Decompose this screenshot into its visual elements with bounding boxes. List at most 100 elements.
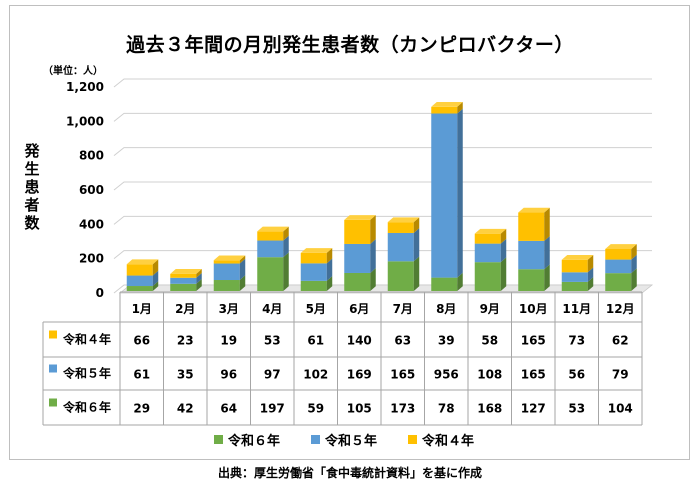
legend-key-令和４年: [408, 435, 417, 444]
bar-top-6月: [344, 215, 376, 220]
bar-top-1月: [126, 259, 159, 265]
bar-side-令和４年-9月: [500, 228, 507, 244]
bar-side-令和４年-3月: [239, 255, 246, 264]
bar-令和５年-7月: [387, 232, 414, 262]
bar-令和５年-12月: [605, 259, 632, 274]
bar-top-3月: [213, 255, 246, 261]
table-row-label-令和６年: 令和６年: [62, 400, 111, 415]
table-cell-令和４年-2月: 23: [177, 334, 194, 348]
bar-side-令和５年-4月: [283, 235, 289, 258]
table-cell-令和６年-12月: 104: [608, 402, 633, 416]
bar-side-令和５年-12月: [631, 254, 637, 274]
table-cell-令和５年-9月: 108: [477, 368, 502, 382]
bar-side-令和５年-1月: [152, 270, 159, 287]
bar-top-11月: [561, 254, 594, 260]
x-tick-label-12月: 12月: [606, 302, 635, 316]
y-tick-label-5: 1,000: [66, 114, 104, 128]
table-cell-令和５年-7月: 165: [390, 368, 415, 382]
table-row-label-令和５年: 令和５年: [62, 366, 111, 381]
table-cell-令和４年-10月: 165: [521, 334, 546, 348]
table-cell-令和５年-10月: 165: [521, 368, 546, 382]
legend-key-令和５年: [311, 435, 320, 444]
bar-令和６年-1月: [126, 286, 153, 291]
table-cell-令和５年-12月: 79: [612, 368, 629, 382]
table-cell-令和６年-5月: 59: [307, 402, 324, 416]
bar-side-令和６年-4月: [283, 252, 289, 291]
y-tick-label-3: 600: [79, 183, 104, 197]
table-cell-令和６年-7月: 173: [390, 402, 415, 416]
bar-令和４年-3月: [213, 260, 240, 264]
y-tick-label-6: 1,200: [66, 80, 104, 94]
bar-side-令和４年-11月: [587, 254, 594, 273]
table-cell-令和５年-11月: 56: [568, 368, 585, 382]
bar-令和６年-12月: [605, 273, 632, 291]
table-cell-令和４年-11月: 73: [568, 334, 585, 348]
y-axis-label: 発生患者数: [24, 142, 40, 232]
x-tick-label-9月: 9月: [480, 302, 500, 316]
bar-令和６年-4月: [257, 257, 284, 291]
gridline-5: [113, 112, 652, 122]
bar-side-令和６年-12月: [631, 268, 637, 291]
bar-top-4月: [257, 226, 289, 232]
bar-side-令和４年-6月: [370, 215, 376, 244]
table-cell-令和６年-3月: 64: [220, 402, 237, 416]
bar-令和５年-4月: [257, 240, 284, 258]
table-cell-令和４年-1月: 66: [133, 334, 150, 348]
unit-label: （単位：人）: [43, 66, 103, 77]
bar-令和６年-3月: [213, 280, 240, 291]
bar-side-令和５年-8月: [457, 108, 463, 278]
bar-令和４年-8月: [431, 106, 458, 114]
bar-令和５年-11月: [561, 272, 588, 282]
bar-令和４年-4月: [257, 231, 284, 241]
bar-side-令和６年-2月: [196, 278, 202, 291]
bar-令和６年-9月: [474, 262, 501, 291]
legend-label-令和６年: 令和６年: [228, 433, 280, 449]
legend-label-令和５年: 令和５年: [325, 433, 377, 449]
bar-令和６年-8月: [431, 277, 458, 291]
table-row-label-令和４年: 令和４年: [62, 332, 111, 347]
table-cell-令和４年-4月: 53: [264, 334, 281, 348]
bar-令和５年-6月: [344, 243, 371, 273]
table-cell-令和６年-10月: 127: [521, 402, 546, 416]
bar-top-12月: [605, 244, 637, 249]
y-tick-label-2: 400: [79, 217, 104, 231]
bar-side-令和５年-3月: [239, 258, 246, 281]
x-tick-label-5月: 5月: [306, 302, 326, 316]
bar-side-令和５年-5月: [326, 258, 333, 281]
table-cell-令和４年-8月: 39: [438, 334, 455, 348]
x-tick-label-1月: 1月: [132, 302, 152, 316]
bar-令和５年-3月: [213, 263, 240, 281]
bar-令和５年-8月: [431, 113, 458, 278]
table-cell-令和６年-8月: 78: [438, 402, 455, 416]
table-cell-令和５年-2月: 35: [177, 368, 194, 382]
bar-side-令和６年-7月: [413, 256, 420, 291]
bar-令和４年-5月: [300, 252, 327, 264]
table-legend-key-令和４年: [49, 330, 57, 339]
bar-side-令和６年-11月: [587, 277, 594, 291]
bar-top-8月: [431, 102, 463, 107]
bar-令和６年-10月: [518, 269, 545, 291]
bar-side-令和５年-9月: [500, 238, 507, 263]
gridline-3: [113, 181, 652, 191]
bar-side-令和５年-7月: [413, 228, 420, 262]
bar-side-令和４年-1月: [152, 259, 159, 276]
table-cell-令和５年-5月: 102: [303, 368, 328, 382]
table-cell-令和６年-1月: 29: [133, 402, 150, 416]
bar-top-10月: [518, 207, 550, 213]
table-cell-令和６年-2月: 42: [177, 402, 194, 416]
bar-令和５年-2月: [170, 277, 197, 284]
gridline-6: [113, 78, 652, 88]
bar-side-令和６年-10月: [544, 264, 550, 291]
bar-top-5月: [300, 248, 333, 253]
source-note: 出典：厚生労働省「食中毒統計資料」を基に作成: [217, 466, 482, 480]
legend-label-令和４年: 令和４年: [422, 433, 474, 449]
table-cell-令和６年-4月: 197: [260, 402, 285, 416]
bar-令和４年-2月: [170, 273, 197, 278]
bar-side-令和６年-5月: [326, 276, 333, 291]
table-legend-key-令和６年: [49, 398, 57, 407]
bar-令和５年-10月: [518, 240, 545, 270]
chart-title: 過去３年間の月別発生患者数（カンピロバクター）: [126, 34, 574, 56]
bar-top-7月: [387, 217, 420, 223]
x-tick-label-11月: 11月: [562, 302, 591, 316]
